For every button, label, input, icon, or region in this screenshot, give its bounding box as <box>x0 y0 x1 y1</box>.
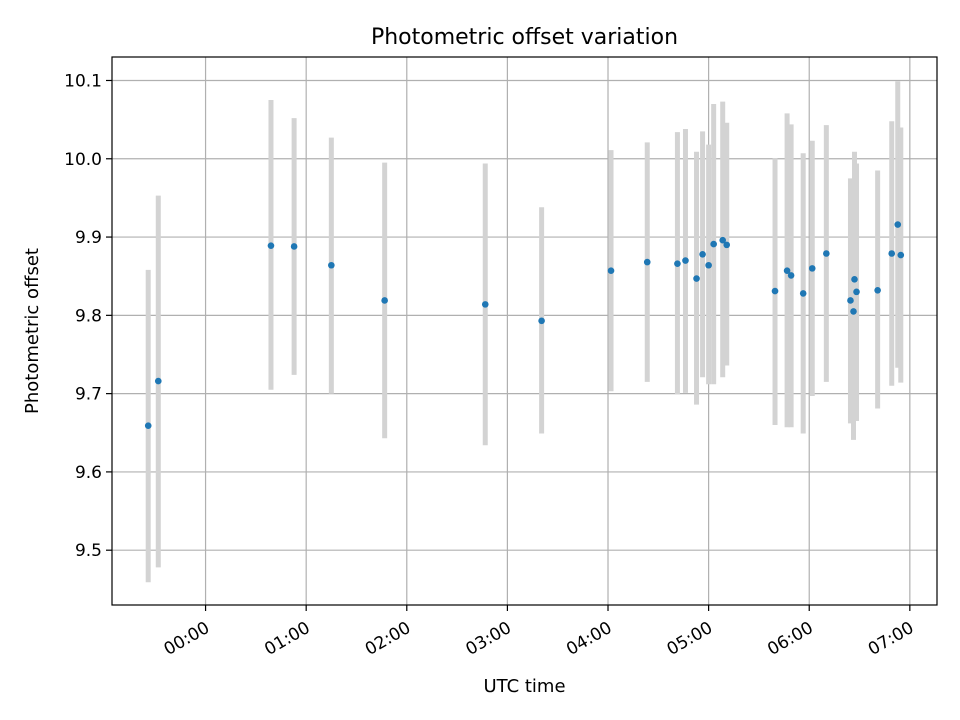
data-point <box>799 290 807 297</box>
data-point <box>674 260 681 267</box>
data-point <box>267 242 275 249</box>
data-points <box>144 221 905 430</box>
data-point <box>808 265 816 272</box>
y-tick-label: 9.9 <box>75 228 102 248</box>
data-point <box>290 243 298 250</box>
y-tick-label: 9.6 <box>75 463 102 483</box>
data-point <box>719 236 727 244</box>
y-tick-label: 9.8 <box>75 306 102 326</box>
data-point <box>643 258 651 266</box>
data-point <box>481 301 489 308</box>
data-point <box>894 221 902 228</box>
data-point <box>851 276 858 283</box>
y-tick-label: 10.0 <box>64 150 102 170</box>
data-point <box>693 275 700 282</box>
x-axis-label: UTC time <box>483 676 565 697</box>
data-point <box>381 297 388 304</box>
data-point <box>897 251 905 259</box>
data-point <box>850 308 857 315</box>
y-tick-label: 9.7 <box>75 385 102 405</box>
y-tick-label: 9.5 <box>75 541 102 561</box>
data-point <box>771 287 779 295</box>
data-point <box>154 377 162 385</box>
chart-title: Photometric offset variation <box>371 25 678 50</box>
data-point <box>874 286 881 294</box>
data-point <box>787 272 795 279</box>
data-point <box>783 267 791 275</box>
data-point <box>328 261 335 269</box>
plot-area-frame <box>111 56 938 606</box>
y-tick-label: 10.1 <box>64 71 102 91</box>
data-point <box>682 257 689 264</box>
data-point <box>888 250 896 257</box>
data-point <box>705 261 712 269</box>
y-axis-label: Photometric offset <box>22 248 43 414</box>
data-point <box>710 240 717 248</box>
data-point <box>853 288 860 296</box>
data-point <box>723 241 731 249</box>
y-axis-ticks: 9.5 9.6 9.7 9.8 9.9 10.0 10.1 <box>64 71 112 561</box>
data-point <box>538 317 545 325</box>
data-point <box>699 250 706 258</box>
data-point <box>823 250 830 257</box>
data-point <box>144 422 152 430</box>
data-point <box>847 297 854 304</box>
data-point <box>607 267 615 275</box>
